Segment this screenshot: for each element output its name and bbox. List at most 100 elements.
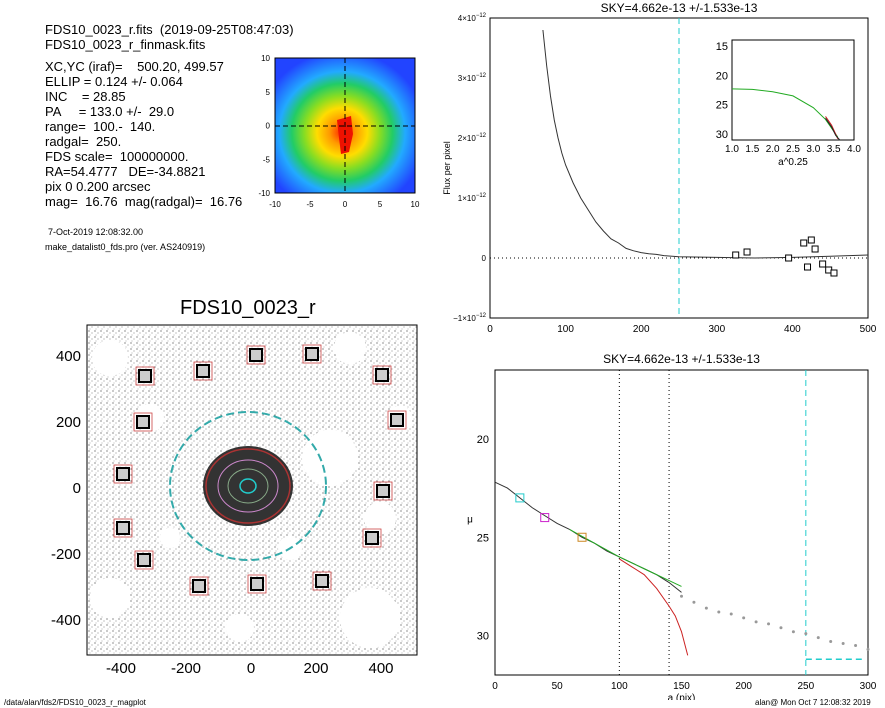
image-x-tick: 0 bbox=[247, 660, 255, 677]
chart1-y-tick: 1×10−12 bbox=[458, 193, 487, 203]
mask-square-outline bbox=[247, 574, 267, 594]
chart1-box-marker bbox=[800, 239, 808, 247]
image-x-ticks: -400 -200 0 200 400 bbox=[106, 660, 394, 677]
thumb-y-tick: -5 bbox=[263, 155, 271, 164]
inset-frame bbox=[731, 39, 855, 141]
chart1-x-tick: 500 bbox=[860, 324, 877, 335]
param-line: radgal= 250. bbox=[45, 134, 122, 149]
chart1-x-tick: 300 bbox=[708, 324, 725, 335]
mask-square-outline bbox=[373, 481, 393, 501]
chart2-dot bbox=[791, 630, 795, 634]
mask-square bbox=[249, 348, 263, 362]
image-x-tick: -200 bbox=[171, 660, 201, 677]
mask-square-outline bbox=[133, 412, 153, 432]
chart1-y-tick-base: −1×10 bbox=[453, 314, 476, 323]
chart1-y-tick: 0 bbox=[482, 254, 487, 263]
chart1-y-tick-exp: −12 bbox=[476, 13, 487, 19]
mask-square bbox=[250, 577, 264, 591]
mask-square bbox=[315, 574, 329, 588]
chart1-y-tick-base: 4×10 bbox=[458, 14, 477, 23]
chart2-y-tick: 25 bbox=[477, 532, 489, 544]
footer-stamp: alan@ Mon Oct 7 12:08:32 2019 bbox=[755, 698, 871, 707]
chart2-series bbox=[619, 558, 689, 656]
thumb-y-tick: -10 bbox=[258, 189, 270, 198]
mask-square bbox=[376, 484, 390, 498]
outer-ellipse bbox=[169, 411, 327, 561]
thumb-x-tick: 10 bbox=[411, 200, 420, 209]
chart1-box-marker bbox=[804, 263, 812, 271]
image-x-tick: 200 bbox=[303, 660, 328, 677]
inset-xlabel: a^0.25 bbox=[778, 157, 808, 168]
mask-square-outline bbox=[362, 528, 382, 548]
chart2-series bbox=[569, 528, 682, 587]
chart1-y-tick: 2×10−12 bbox=[458, 133, 487, 143]
chart2-y-tick: 30 bbox=[477, 631, 489, 643]
mask-square bbox=[192, 579, 206, 593]
inset-x-tick: 1.0 bbox=[725, 144, 739, 155]
chart2-x-tick: 150 bbox=[673, 681, 690, 692]
thumb-y-tick: 0 bbox=[266, 122, 271, 131]
thumb-x-tick: 0 bbox=[343, 200, 348, 209]
inset-x-tick: 2.5 bbox=[786, 144, 800, 155]
chart2-dot bbox=[866, 647, 870, 651]
chart1-y-tick-exp: −12 bbox=[476, 193, 487, 199]
inset-x-tick: 4.0 bbox=[847, 144, 861, 155]
chart2-marker bbox=[515, 493, 525, 503]
mask-square bbox=[136, 415, 150, 429]
chart1-series bbox=[542, 29, 869, 259]
chart2-dot bbox=[680, 594, 683, 598]
chart2-dot bbox=[767, 622, 771, 626]
surface-brightness-chart: SKY=4.662e-13 +/-1.533e-13 0 50 100 150 200 25… bbox=[467, 352, 877, 700]
chart1-x-tick: 0 bbox=[487, 324, 493, 335]
thumbnail-map: -10 -5 0 5 10 10 5 0 -5 -10 bbox=[258, 54, 420, 209]
mask-square bbox=[365, 531, 379, 545]
mask-square bbox=[305, 347, 319, 361]
chart2-title: SKY=4.662e-13 +/-1.533e-13 bbox=[603, 352, 760, 366]
mask-square-outline bbox=[113, 464, 133, 484]
chart1-y-tick: 4×10−12 bbox=[458, 13, 487, 23]
chart2-xlabel: a (pix) bbox=[668, 693, 696, 700]
param-line: range= 100.- 140. bbox=[45, 119, 156, 134]
mask-square-outline bbox=[302, 344, 322, 364]
mask-square bbox=[196, 364, 210, 378]
chart1-ylabel: Flux per pixel bbox=[442, 141, 452, 195]
inset-y-tick: 30 bbox=[716, 129, 728, 141]
chart1-x-tick: 100 bbox=[557, 324, 574, 335]
chart1-y-tick-base: 2×10 bbox=[458, 134, 477, 143]
footer-path: /data/alan/fds2/FDS10_0023_r_magplot bbox=[4, 698, 146, 707]
chart2-dot bbox=[779, 626, 783, 630]
inset-y-tick: 20 bbox=[716, 70, 728, 82]
inset-y-tick: 15 bbox=[716, 41, 728, 53]
param-line: XC,YC (iraf)= 500.20, 499.57 bbox=[45, 59, 224, 74]
mask-square-outline bbox=[372, 365, 392, 385]
mask-square bbox=[390, 413, 404, 427]
mask-square bbox=[116, 467, 130, 481]
thumb-x-tick: 5 bbox=[378, 200, 383, 209]
chart2-series bbox=[494, 481, 682, 593]
thumb-x-ticks: -10 -5 0 5 10 bbox=[269, 200, 420, 209]
chart1-y-tick-base: 3×10 bbox=[458, 74, 477, 83]
mask-square bbox=[116, 521, 130, 535]
chart2-marker bbox=[540, 513, 550, 523]
chart2-dot bbox=[717, 610, 721, 614]
chart1-y-tick-base: 0 bbox=[482, 254, 487, 263]
param-line: mag= 16.76 mag(radgal)= 16.76 bbox=[45, 194, 243, 209]
chart2-dot bbox=[692, 600, 696, 604]
param-line: INC = 28.85 bbox=[45, 89, 126, 104]
chart1-y-tick: −1×10−12 bbox=[453, 313, 487, 323]
image-y-tick: 400 bbox=[56, 348, 81, 365]
chart1-box-marker bbox=[743, 248, 751, 256]
image-y-tick: -200 bbox=[51, 546, 81, 563]
param-line: PA = 133.0 +/- 29.0 bbox=[45, 104, 175, 119]
inset-x-tick: 3.0 bbox=[806, 144, 820, 155]
isophote-1 bbox=[205, 448, 291, 524]
galaxy-body bbox=[203, 446, 293, 526]
file-title: FDS10_0023_r.fits (2019-09-25T08:47:03) bbox=[45, 22, 294, 37]
chart1-box-marker bbox=[819, 260, 827, 268]
chart2-dot bbox=[804, 632, 808, 636]
chart1-x-tick: 200 bbox=[633, 324, 650, 335]
mask-square-outline bbox=[387, 410, 407, 430]
chart1-title: SKY=4.662e-13 +/-1.533e-13 bbox=[601, 1, 758, 15]
flux-profile-chart: SKY=4.662e-13 +/-1.533e-130 100 200 300 400 5… bbox=[442, 1, 877, 335]
chart2-x-tick: 250 bbox=[797, 681, 814, 692]
